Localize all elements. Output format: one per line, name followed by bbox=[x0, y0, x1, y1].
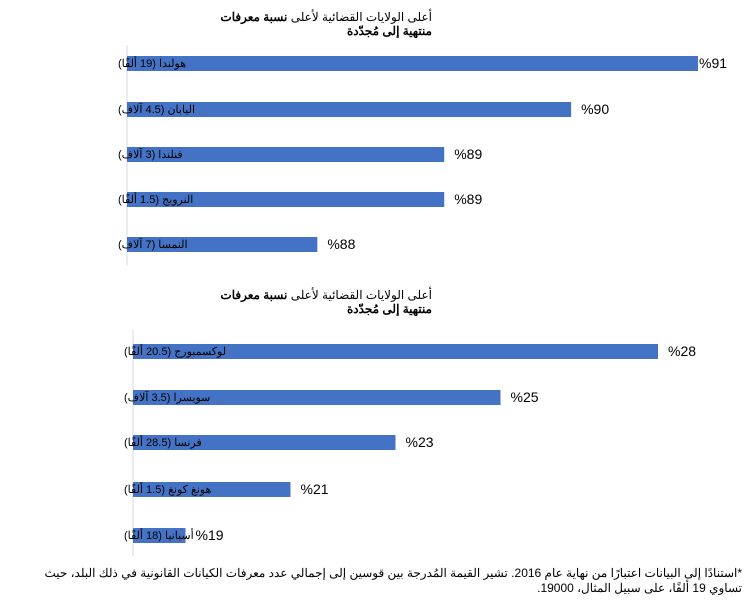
category-label: سويسرا (3.5 آلاف) bbox=[124, 391, 210, 404]
bar bbox=[127, 192, 445, 207]
bar bbox=[133, 435, 396, 450]
category-label: هولندا (19 ألفًا) bbox=[118, 56, 186, 70]
chart2-title: أعلى الولايات القضائية لأعلى نسبة معرفات… bbox=[200, 288, 432, 316]
data-label: %88 bbox=[327, 236, 355, 252]
category-label: لوكسمبورج (20.5 ألفًا) bbox=[124, 344, 226, 358]
data-label: %28 bbox=[668, 343, 696, 359]
data-label: %89 bbox=[454, 146, 482, 162]
bar bbox=[133, 528, 186, 543]
data-label: %21 bbox=[301, 481, 329, 497]
data-label: %25 bbox=[511, 389, 539, 405]
bar bbox=[127, 102, 572, 117]
data-label: %90 bbox=[581, 101, 609, 117]
data-label: %91 bbox=[699, 55, 727, 71]
title-bold: نسبة معرفات bbox=[220, 10, 288, 24]
data-label: %19 bbox=[196, 527, 224, 543]
category-label: اليابان (4.5 آلاف) bbox=[118, 103, 195, 116]
data-label: %89 bbox=[454, 191, 482, 207]
title-line2: منتهية إلى مُجدّدة bbox=[346, 302, 432, 316]
title-line2: منتهية إلى مُجدّدة bbox=[346, 24, 432, 38]
category-label: النمسا (7 آلاف) bbox=[118, 238, 188, 251]
category-label: هونغ كونغ (1.5 ألفًا) bbox=[124, 482, 212, 496]
chart1-title: أعلى الولايات القضائية لأعلى نسبة معرفات… bbox=[200, 10, 432, 38]
category-label: فرنسا (28.5 ألفًا) bbox=[124, 435, 202, 449]
bar bbox=[127, 56, 698, 71]
category-label: النرويج (1.5 ألفًا) bbox=[118, 192, 193, 206]
title-bold: نسبة معرفات bbox=[220, 288, 288, 302]
title-part: أعلى الولايات القضائية لأعلى bbox=[290, 10, 432, 24]
footnote: *استنادًا إلى البيانات اعتبارًا من نهاية… bbox=[44, 566, 742, 595]
category-label: فنلندا (3 آلاف) bbox=[118, 148, 183, 161]
bar bbox=[133, 344, 658, 359]
bar bbox=[133, 482, 291, 497]
data-label: %23 bbox=[406, 434, 434, 450]
category-label: أسبانيا (18 ألفًا) bbox=[124, 528, 194, 542]
bar bbox=[127, 147, 445, 162]
bar bbox=[133, 390, 501, 405]
title-part: أعلى الولايات القضائية لأعلى bbox=[290, 288, 432, 302]
bar bbox=[127, 237, 318, 252]
